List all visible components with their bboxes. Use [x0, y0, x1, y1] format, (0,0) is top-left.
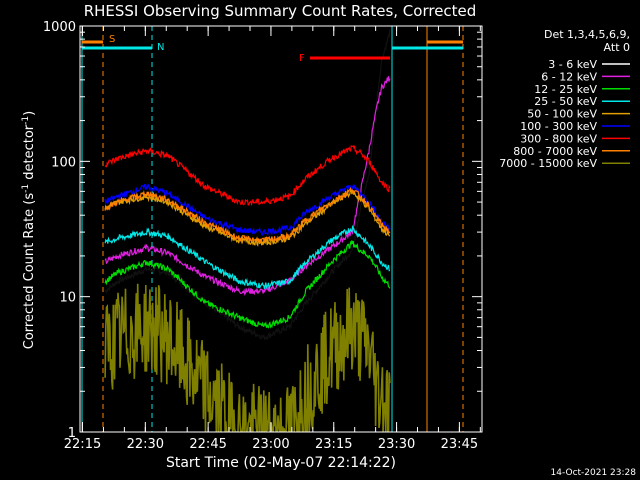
annotation-f-label: F — [299, 53, 305, 64]
x-axis-label: Start Time (02-May-07 22:14:22) — [166, 455, 396, 471]
annotation-n-label: N — [157, 42, 164, 53]
x-tick-label: 23:30 — [378, 437, 415, 452]
x-tick-label: 22:15 — [64, 437, 101, 452]
series-line-9 — [104, 283, 391, 432]
legend-header: Det 1,3,4,5,6,9, — [544, 28, 630, 41]
legend-label: 7000 - 15000 keV — [499, 157, 597, 170]
y-axis-label-part: -1 — [21, 116, 31, 125]
legend-label: 300 - 800 keV — [520, 132, 597, 145]
x-tick-label: 22:30 — [127, 437, 164, 452]
y-tick-label: 1000 — [43, 20, 76, 35]
series-line-4 — [104, 225, 391, 291]
chart-title: RHESSI Observing Summary Count Rates, Co… — [84, 2, 477, 20]
plot-area: S N F — [81, 26, 464, 432]
x-tick-label: 23:00 — [252, 437, 289, 452]
footer-date: 14-Oct-2021 23:28 — [551, 468, 637, 478]
x-tick-label: 23:15 — [315, 437, 352, 452]
axes: 1 10 100 1000 22:15 22:30 22:45 23:00 23:15 23:30… — [43, 20, 483, 452]
x-tick-label: 23:45 — [441, 437, 478, 452]
y-axis-label: Corrected Count Rate (s-1 detector-1) — [21, 111, 37, 349]
legend-label: 25 - 50 keV — [534, 95, 597, 108]
series-line-8 — [104, 187, 391, 245]
series-line-2 — [104, 76, 391, 296]
legend-label: 12 - 25 keV — [534, 83, 597, 96]
y-tick-label: 1 — [68, 426, 76, 441]
legend-label: 6 - 12 keV — [541, 70, 597, 83]
legend-label: 800 - 7000 keV — [513, 145, 597, 158]
legend-label: 100 - 300 keV — [520, 120, 597, 133]
y-axis-label-part: -1 — [21, 184, 31, 193]
annotation-s-label: S — [109, 34, 115, 45]
plot-frame — [79, 25, 483, 433]
y-axis-label-part: detector — [22, 124, 37, 184]
legend-label: 50 - 100 keV — [527, 108, 597, 121]
series-line-1 — [104, 29, 391, 341]
legend-header: Att 0 — [604, 41, 630, 54]
y-axis-label-part: Corrected Count Rate (s — [22, 193, 37, 350]
legend-label: 3 - 6 keV — [548, 58, 597, 71]
series-line-6 — [104, 183, 391, 237]
y-tick-label: 10 — [59, 291, 76, 306]
series-line-7 — [104, 144, 391, 207]
series-line-3 — [104, 240, 391, 329]
y-tick-label: 100 — [51, 155, 76, 170]
series-group — [81, 26, 464, 432]
y-axis-label-part: ) — [22, 111, 37, 116]
x-tick-label: 22:45 — [189, 437, 226, 452]
